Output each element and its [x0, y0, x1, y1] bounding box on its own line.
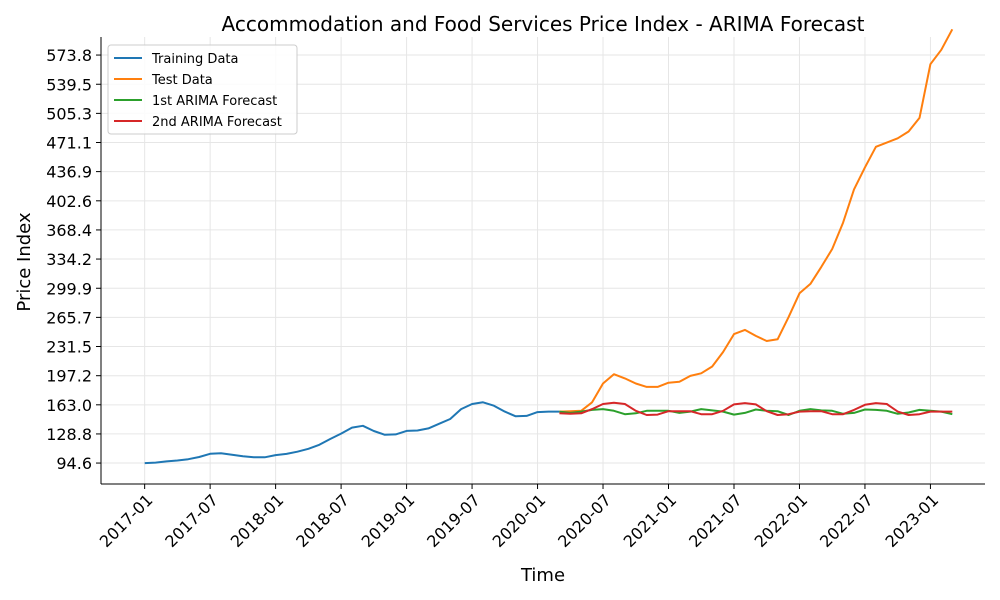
x-tick-label: 2022-01	[751, 490, 812, 551]
y-tick-label: 471.1	[46, 133, 92, 152]
y-axis-ticks: 94.6 128.8 163.0 197.2 231.5 265.7 299.9 334.2 3…	[46, 46, 101, 473]
x-tick-label: 2017-01	[96, 490, 157, 551]
y-tick-label: 265.7	[46, 308, 92, 327]
y-tick-label: 505.3	[46, 104, 92, 123]
legend-label: Test Data	[151, 73, 213, 88]
y-tick-label: 402.6	[46, 192, 92, 211]
x-tick-label: 2023-01	[882, 490, 943, 551]
series-line-1	[144, 401, 560, 465]
x-tick-label: 2018-07	[292, 490, 353, 551]
y-tick-label: 436.9	[46, 163, 92, 182]
legend: Training Data Test Data 1st ARIMA Forecast…	[107, 44, 298, 135]
x-axis-label: Time	[520, 565, 565, 586]
y-tick-label: 163.0	[46, 396, 92, 415]
y-tick-label: 231.5	[46, 337, 92, 356]
x-tick-label: 2018-01	[227, 490, 288, 551]
y-tick-label: 539.5	[46, 75, 92, 94]
y-tick-label: 128.8	[46, 425, 92, 444]
series-line-3	[559, 408, 953, 416]
x-tick-label: 2020-01	[489, 490, 550, 551]
y-tick-label: 334.2	[46, 250, 92, 269]
x-tick-label: 2020-07	[554, 490, 615, 551]
y-tick-label: 368.4	[46, 221, 92, 240]
y-tick-label: 197.2	[46, 367, 92, 386]
series-line-2	[559, 28, 954, 413]
x-axis-ticks: 2017-01 2017-07 2018-01 2018-07 2019-01 2019-…	[96, 484, 942, 551]
y-tick-label: 94.6	[56, 454, 92, 473]
legend-label: Training Data	[151, 52, 238, 67]
chart-title: Accommodation and Food Services Price In…	[222, 12, 865, 36]
legend-label: 1st ARIMA Forecast	[152, 94, 277, 109]
x-tick-label: 2021-07	[685, 490, 746, 551]
x-tick-label: 2017-07	[161, 490, 222, 551]
series-layer	[144, 28, 954, 465]
legend-label: 2nd ARIMA Forecast	[152, 115, 282, 130]
y-axis-label: Price Index	[14, 212, 35, 312]
x-tick-label: 2019-07	[423, 490, 484, 551]
x-tick-label: 2021-01	[620, 490, 681, 551]
series-line-4	[559, 401, 953, 416]
y-tick-label: 573.8	[46, 46, 92, 65]
x-tick-label: 2022-07	[816, 490, 877, 551]
legend-box	[107, 44, 298, 135]
y-tick-label: 299.9	[46, 279, 92, 298]
x-tick-label: 2019-01	[358, 490, 419, 551]
